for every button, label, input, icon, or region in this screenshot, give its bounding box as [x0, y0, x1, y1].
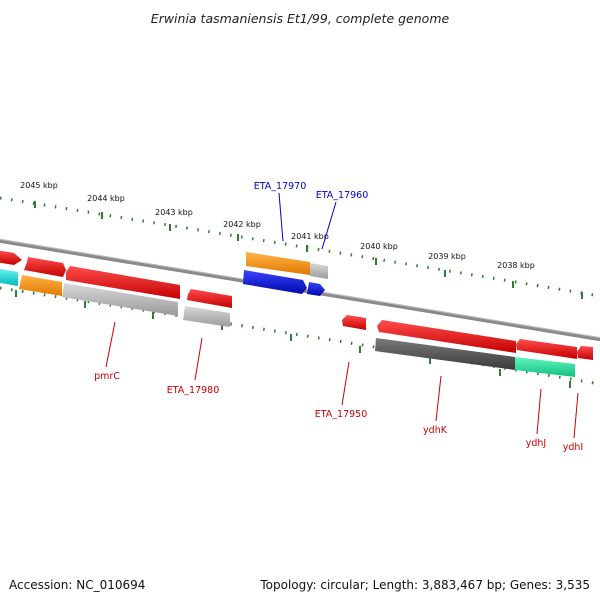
gene-arrow[interactable]	[310, 263, 328, 279]
gene-arrow[interactable]	[246, 252, 310, 275]
gene-label-lines	[105, 192, 579, 439]
gene-label-ydhi[interactable]: ydhI	[563, 442, 583, 453]
gene-arrow[interactable]	[577, 346, 593, 360]
gene-label-ydhk[interactable]: ydhK	[423, 425, 448, 436]
gene-arrow[interactable]	[66, 266, 180, 299]
label-leader	[536, 388, 542, 435]
scale-label: 2040 kbp	[360, 242, 398, 251]
accession-text: Accession: NC_010694	[9, 578, 146, 592]
minor-ticks-inner	[0, 286, 600, 386]
gene-arrow[interactable]	[342, 315, 366, 330]
gene-arrow[interactable]	[0, 268, 18, 286]
gene-arrow[interactable]	[183, 306, 230, 327]
gene-arrow[interactable]	[516, 339, 577, 359]
label-leader	[321, 201, 337, 250]
scale-ticks-outer	[0, 196, 600, 299]
scale-label: 2038 kbp	[497, 261, 535, 270]
scale-labels: 2045 kbp 2044 kbp 2043 kbp 2042 kbp 2041…	[20, 181, 535, 270]
scale-label: 2045 kbp	[20, 181, 58, 190]
gene-label-pmrc[interactable]: pmrC	[94, 371, 120, 382]
gene-labels: ETA_17970 ETA_17960 pmrC ETA_17980 ETA_1…	[94, 181, 583, 453]
label-leader	[573, 392, 579, 439]
gene-arrow[interactable]	[0, 250, 22, 265]
gene-label-eta-17950[interactable]: ETA_17950	[315, 409, 368, 420]
gene-label-ydhj[interactable]: ydhJ	[526, 438, 546, 449]
gene-arrow[interactable]	[62, 283, 178, 316]
scale-label: 2044 kbp	[87, 194, 125, 203]
gene-arrow[interactable]	[243, 270, 307, 294]
gene-label-eta-17960[interactable]: ETA_17960	[316, 190, 369, 201]
label-leader	[341, 361, 350, 406]
gene-arrow[interactable]	[307, 282, 325, 296]
label-leader	[435, 375, 442, 422]
gene-label-eta-17980[interactable]: ETA_17980	[167, 385, 220, 396]
gene-arrow[interactable]	[187, 289, 232, 308]
gene-arrow[interactable]	[19, 275, 62, 296]
minor-ticks-outer	[0, 196, 600, 298]
scale-label: 2041 kbp	[291, 232, 329, 241]
label-leader	[194, 337, 203, 381]
scale-ticks-inner	[0, 286, 600, 388]
gene-label-eta-17970[interactable]: ETA_17970	[254, 181, 307, 192]
label-leader	[105, 321, 116, 368]
genes-reverse-strand	[0, 268, 593, 377]
map-title: Erwinia tasmaniensis Et1/99, complete ge…	[151, 11, 450, 26]
scale-label: 2042 kbp	[223, 220, 261, 229]
genes-forward-strand	[0, 250, 328, 308]
scale-label: 2039 kbp	[428, 252, 466, 261]
topology-text: Topology: circular; Length: 3,883,467 bp…	[260, 578, 590, 592]
gene-arrow[interactable]	[24, 257, 66, 277]
gene-arrow[interactable]	[375, 338, 515, 370]
scale-label: 2043 kbp	[155, 208, 193, 217]
gene-arrow[interactable]	[515, 357, 575, 377]
gene-arrow[interactable]	[377, 320, 516, 353]
label-leader	[278, 192, 284, 242]
